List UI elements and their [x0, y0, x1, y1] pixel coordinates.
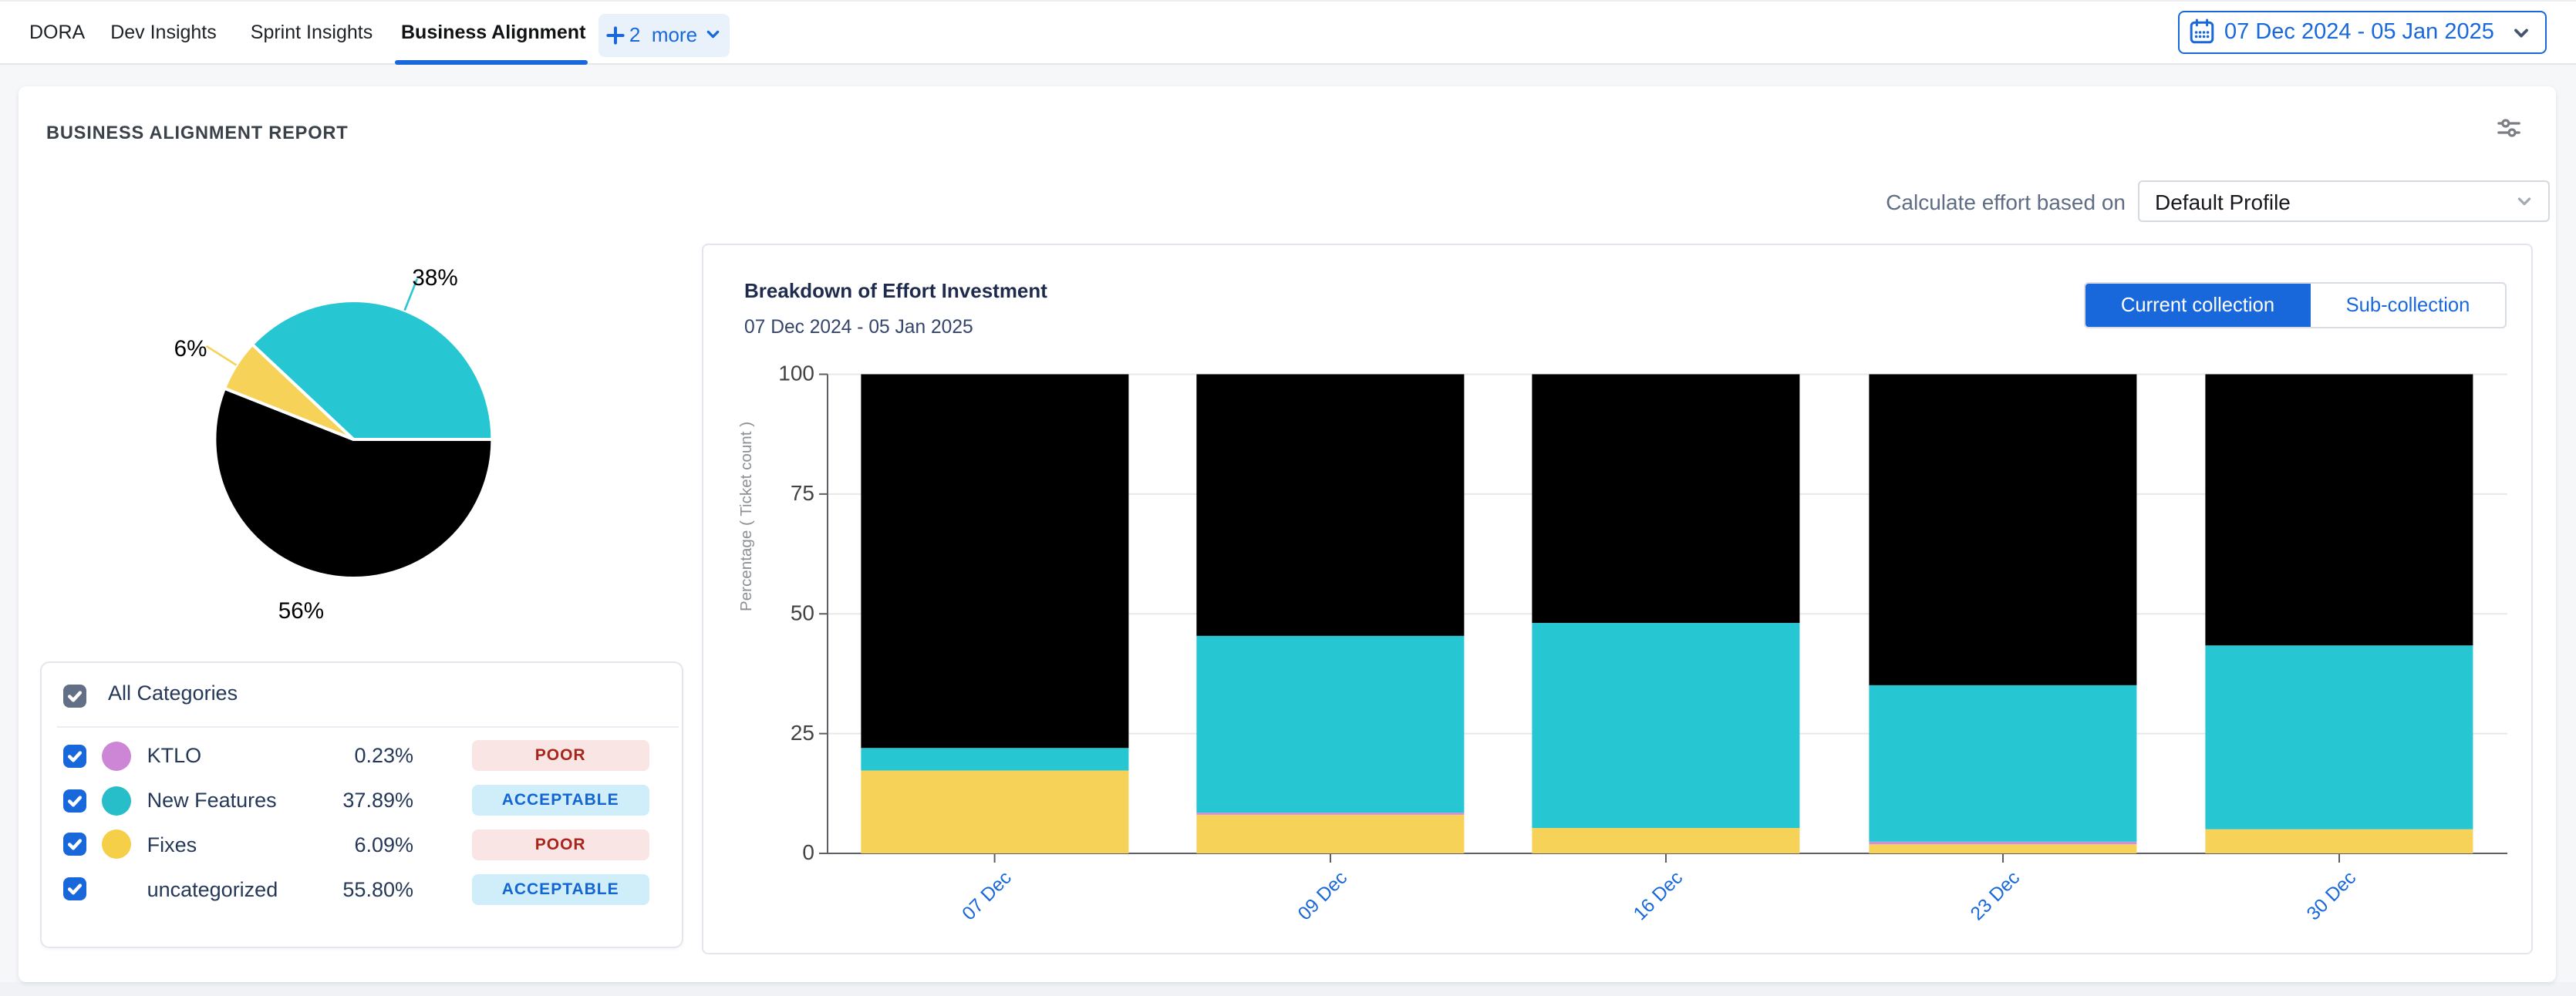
svg-text:0: 0 — [801, 840, 814, 864]
svg-text:09 Dec: 09 Dec — [1293, 867, 1350, 924]
svg-text:23 Dec: 23 Dec — [1966, 867, 2023, 924]
svg-text:75: 75 — [790, 481, 814, 505]
svg-text:16 Dec: 16 Dec — [1629, 867, 1686, 924]
svg-text:07 Dec: 07 Dec — [958, 867, 1015, 924]
svg-text:50: 50 — [790, 601, 814, 624]
svg-text:6%: 6% — [174, 336, 207, 362]
svg-text:56%: 56% — [278, 598, 323, 624]
svg-text:25: 25 — [790, 721, 814, 745]
svg-text:Percentage ( Ticket count ): Percentage ( Ticket count ) — [737, 422, 754, 611]
svg-text:100: 100 — [777, 362, 814, 385]
svg-text:30 Dec: 30 Dec — [2302, 867, 2359, 924]
svg-text:38%: 38% — [411, 265, 457, 291]
